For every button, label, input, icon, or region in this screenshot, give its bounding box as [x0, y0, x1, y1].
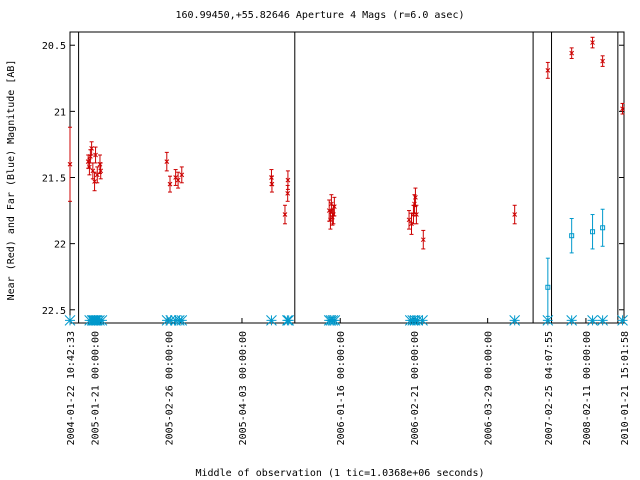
red-data-point [331, 196, 337, 217]
baseline-marker [587, 315, 598, 326]
red-data-point [328, 210, 333, 230]
x-tick-label: 2005-01-21 00:00:00 [91, 331, 102, 445]
red-data-point [285, 184, 291, 202]
red-data-point [590, 36, 595, 49]
red-data-point [282, 204, 288, 225]
plot-area: 20.5 21 21.5 22 22.5 2004-01-22 10:42:33 2005-… [42, 31, 631, 445]
red-data-point [285, 170, 291, 190]
x-tick-label: 2010-01-21 15:01:58 [620, 331, 631, 445]
red-data-point [89, 141, 94, 156]
y-axis-label: Near (Red) and Far (Blue) Magnitude [AB] [6, 60, 17, 301]
x-tick-label: 2006-02-21 00:00:00 [410, 331, 421, 445]
red-data-point [94, 166, 100, 184]
y-tick-label: 22 [54, 240, 66, 251]
blue-data-point [545, 257, 551, 317]
red-data-point [269, 175, 275, 193]
red-data-point [167, 175, 173, 193]
baseline-marker [566, 315, 578, 326]
red-data-point [92, 171, 97, 192]
red-data-point [164, 151, 170, 172]
y-tick-label: 20.5 [42, 41, 66, 52]
baseline-marker [176, 315, 188, 326]
red-data-point [414, 204, 419, 225]
y-tick-label: 21 [54, 107, 66, 118]
blue-data-point [590, 214, 596, 250]
baseline-marker [509, 315, 521, 326]
red-data-point [98, 162, 104, 180]
red-data-point [87, 158, 92, 176]
blue-data-point [569, 218, 575, 254]
blue-data-point [600, 208, 606, 247]
x-tick-label: 2007-02-25 04:07:55 [544, 331, 555, 445]
red-data-point [545, 61, 551, 79]
baseline-marker [283, 315, 295, 326]
x-tick-label: 2006-03-29 00:00:00 [484, 331, 495, 445]
y-tick-label: 22.5 [42, 306, 66, 317]
baseline-marker [417, 315, 428, 326]
baseline-marker [96, 315, 108, 326]
y-tick-label: 21.5 [42, 174, 66, 185]
red-data-point [600, 55, 605, 67]
plot-frame [69, 31, 625, 324]
chart-title: 160.99450,+55.82646 Aperture 4 Mags (r=6… [176, 10, 465, 21]
red-data-point [175, 171, 181, 189]
red-data-point [329, 194, 334, 214]
x-tick-label: 2006-01-16 00:00:00 [336, 331, 347, 445]
x-axis-label: Middle of observation (1 tic=1.0368e+06 … [196, 468, 485, 479]
baseline-marker [542, 315, 554, 326]
baseline-marker [266, 315, 277, 326]
red-data-point [93, 146, 98, 164]
baseline-marker [597, 315, 608, 326]
x-tick-label: 2008-02-11 00:00:00 [582, 331, 593, 445]
red-data-point [406, 210, 412, 230]
baseline-marker [64, 315, 76, 326]
red-data-point [512, 204, 518, 225]
x-tick-label: 2005-02-26 00:00:00 [164, 331, 175, 445]
red-data-point [67, 126, 73, 202]
red-data-point [179, 166, 185, 184]
red-data-point [569, 47, 575, 59]
baseline-marker [329, 315, 341, 326]
red-data-point [620, 102, 625, 115]
red-data-point [420, 229, 426, 250]
x-tick-label: 2005-04-03 00:00:00 [238, 331, 249, 445]
baseline-marker [617, 315, 628, 326]
x-tick-label: 2004-01-22 10:42:33 [66, 331, 77, 445]
